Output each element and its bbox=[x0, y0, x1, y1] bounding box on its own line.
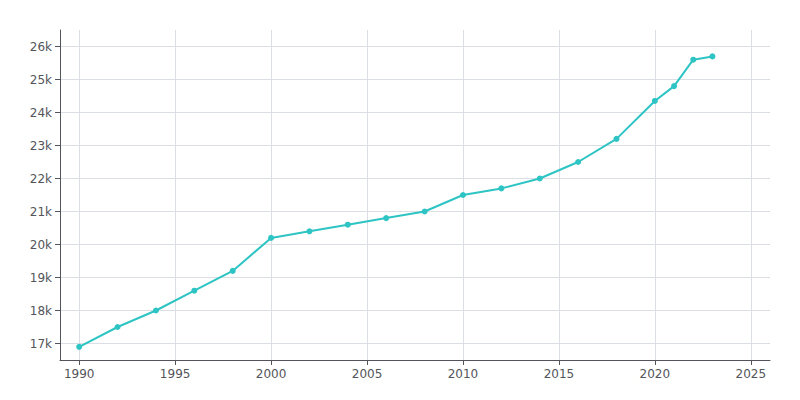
svg-text:18k: 18k bbox=[30, 304, 52, 318]
svg-text:26k: 26k bbox=[30, 40, 52, 54]
svg-text:17k: 17k bbox=[30, 337, 52, 351]
svg-text:2005: 2005 bbox=[352, 367, 383, 381]
svg-text:2015: 2015 bbox=[544, 367, 575, 381]
svg-text:2010: 2010 bbox=[448, 367, 479, 381]
svg-text:2000: 2000 bbox=[256, 367, 287, 381]
svg-text:20k: 20k bbox=[30, 238, 52, 252]
svg-text:23k: 23k bbox=[30, 139, 52, 153]
svg-text:2020: 2020 bbox=[640, 367, 671, 381]
svg-text:2025: 2025 bbox=[736, 367, 767, 381]
svg-text:22k: 22k bbox=[30, 172, 52, 186]
svg-text:24k: 24k bbox=[30, 106, 52, 120]
svg-text:1995: 1995 bbox=[160, 367, 191, 381]
svg-text:25k: 25k bbox=[30, 73, 52, 87]
svg-text:1990: 1990 bbox=[64, 367, 95, 381]
svg-text:21k: 21k bbox=[30, 205, 52, 219]
svg-text:19k: 19k bbox=[30, 271, 52, 285]
